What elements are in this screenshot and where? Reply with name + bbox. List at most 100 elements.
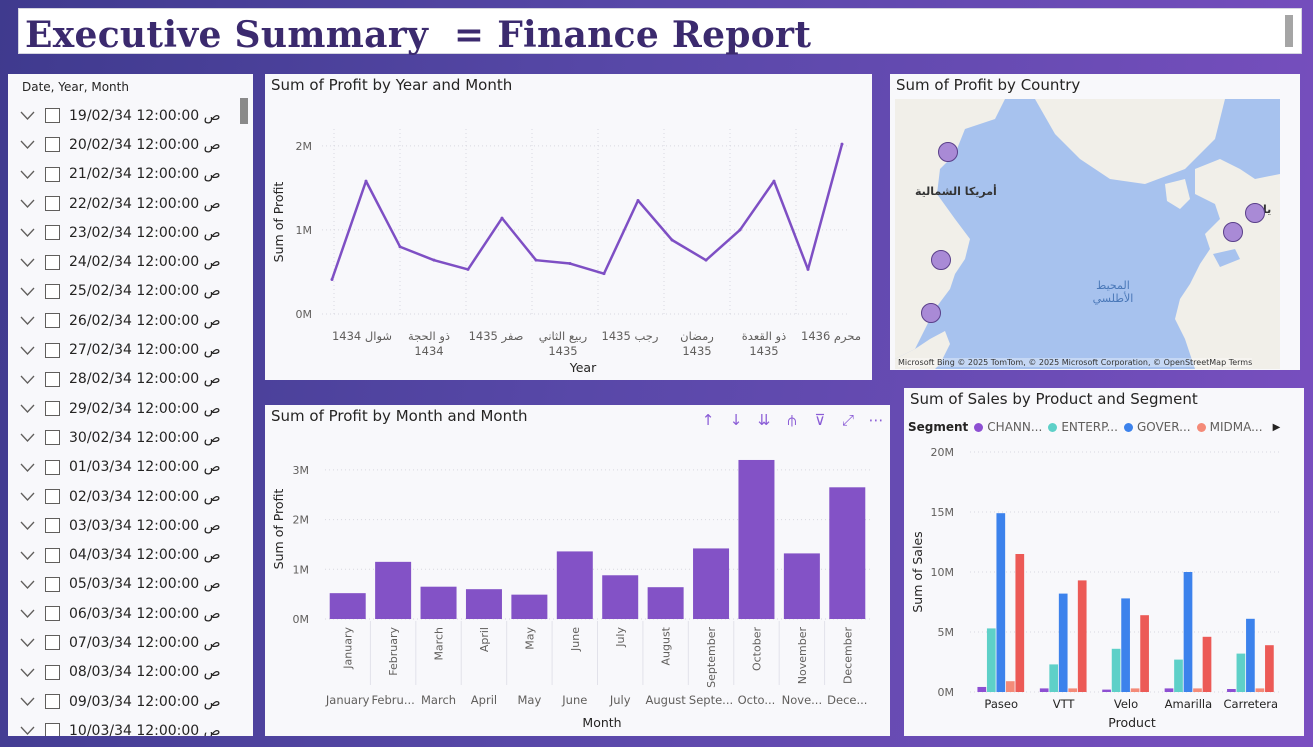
- slicer-checkbox[interactable]: [45, 606, 60, 622]
- sales-bar[interactable]: [1005, 681, 1015, 692]
- map-bubble-france[interactable]: [1223, 222, 1243, 242]
- slicer-item[interactable]: 08/03/34 12:00:00 ص: [20, 658, 240, 687]
- slicer-item[interactable]: 20/02/34 12:00:00 ص: [20, 130, 240, 159]
- sales-bar[interactable]: [1164, 688, 1174, 692]
- profit-bar[interactable]: [829, 487, 866, 619]
- slicer-item[interactable]: 07/03/34 12:00:00 ص: [20, 628, 240, 657]
- legend-item-midmarket[interactable]: MIDMA...: [1196, 420, 1263, 434]
- chevron-down-icon[interactable]: [20, 548, 35, 563]
- slicer-checkbox[interactable]: [45, 225, 60, 241]
- slicer-item[interactable]: 24/02/34 12:00:00 ص: [20, 247, 240, 276]
- slicer-item[interactable]: 06/03/34 12:00:00 ص: [20, 599, 240, 628]
- chevron-down-icon[interactable]: [20, 518, 35, 533]
- sales-bar[interactable]: [1174, 659, 1183, 692]
- chevron-down-icon[interactable]: [20, 108, 35, 123]
- slicer-item[interactable]: 30/02/34 12:00:00 ص: [20, 423, 240, 452]
- slicer-checkbox[interactable]: [45, 401, 60, 417]
- sales-bar[interactable]: [1265, 645, 1274, 692]
- slicer-checkbox[interactable]: [45, 254, 60, 270]
- slicer-item[interactable]: 29/02/34 12:00:00 ص: [20, 394, 240, 423]
- chevron-down-icon[interactable]: [20, 372, 35, 387]
- slicer-item[interactable]: 09/03/34 12:00:00 ص: [20, 687, 240, 716]
- slicer-checkbox[interactable]: [45, 371, 60, 387]
- line-point[interactable]: [432, 258, 436, 262]
- profit-line[interactable]: [330, 143, 844, 280]
- slicer-item[interactable]: 25/02/34 12:00:00 ص: [20, 277, 240, 306]
- line-point[interactable]: [330, 278, 334, 282]
- chevron-down-icon[interactable]: [20, 665, 35, 680]
- slicer-item[interactable]: 27/02/34 12:00:00 ص: [20, 335, 240, 364]
- slicer-checkbox[interactable]: [45, 342, 60, 358]
- slicer-checkbox[interactable]: [45, 723, 60, 736]
- profit-bar[interactable]: [375, 561, 412, 619]
- play-right-icon[interactable]: ▶: [1272, 421, 1281, 433]
- slicer-checkbox[interactable]: [45, 283, 60, 299]
- legend-item-channel[interactable]: CHANN...: [974, 420, 1042, 434]
- sales-bar[interactable]: [1246, 618, 1255, 692]
- slicer-item[interactable]: 26/02/34 12:00:00 ص: [20, 306, 240, 335]
- chevron-down-icon[interactable]: [20, 606, 35, 621]
- line-point[interactable]: [398, 245, 402, 249]
- title-scrollbar[interactable]: [1285, 15, 1293, 47]
- map-bubble-usa[interactable]: [931, 250, 951, 270]
- chevron-down-icon[interactable]: [20, 694, 35, 709]
- slicer-checkbox[interactable]: [45, 459, 60, 475]
- chevron-down-icon[interactable]: [20, 489, 35, 504]
- line-point[interactable]: [772, 179, 776, 183]
- line-point[interactable]: [500, 216, 504, 220]
- slicer-item[interactable]: 03/03/34 12:00:00 ص: [20, 511, 240, 540]
- slicer-item[interactable]: 23/02/34 12:00:00 ص: [20, 218, 240, 247]
- sales-bar[interactable]: [1058, 593, 1068, 692]
- chevron-down-icon[interactable]: [20, 723, 35, 736]
- hierarchy-icon[interactable]: ⫛: [787, 411, 797, 429]
- slicer-checkbox[interactable]: [45, 166, 60, 182]
- line-point[interactable]: [670, 238, 674, 242]
- arrow-up-icon[interactable]: ↑: [701, 411, 715, 429]
- sales-bar[interactable]: [1077, 580, 1087, 692]
- line-point[interactable]: [806, 267, 810, 271]
- sales-bar[interactable]: [1049, 664, 1059, 692]
- line-point[interactable]: [568, 262, 572, 266]
- slicer-item[interactable]: 01/03/34 12:00:00 ص: [20, 453, 240, 482]
- chevron-down-icon[interactable]: [20, 577, 35, 592]
- double-arrow-down-icon[interactable]: ⇊: [757, 411, 771, 429]
- profit-bar[interactable]: [647, 587, 684, 619]
- line-point[interactable]: [840, 142, 844, 146]
- profit-bar[interactable]: [556, 551, 593, 619]
- line-point[interactable]: [534, 258, 538, 262]
- sales-bar[interactable]: [1255, 688, 1265, 692]
- slicer-item[interactable]: 02/03/34 12:00:00 ص: [20, 482, 240, 511]
- chevron-down-icon[interactable]: [20, 430, 35, 445]
- slicer-checkbox[interactable]: [45, 576, 60, 592]
- profit-bar[interactable]: [420, 586, 457, 619]
- slicer-item[interactable]: 19/02/34 12:00:00 ص: [20, 101, 240, 130]
- profit-bar[interactable]: [693, 548, 730, 619]
- slicer-checkbox[interactable]: [45, 108, 60, 124]
- sales-bar[interactable]: [1140, 615, 1149, 692]
- slicer-item[interactable]: 10/03/34 12:00:00 ص: [20, 716, 240, 736]
- profit-bar[interactable]: [465, 589, 502, 619]
- slicer-checkbox[interactable]: [45, 518, 60, 534]
- sales-bar[interactable]: [1102, 689, 1111, 692]
- sales-bar[interactable]: [996, 513, 1006, 692]
- slicer-checkbox[interactable]: [45, 137, 60, 153]
- map-bubble-mexico[interactable]: [921, 303, 941, 323]
- slicer-item[interactable]: 22/02/34 12:00:00 ص: [20, 189, 240, 218]
- slicer-item[interactable]: 28/02/34 12:00:00 ص: [20, 365, 240, 394]
- sales-bar[interactable]: [1068, 688, 1078, 692]
- focus-mode-icon[interactable]: ⤢: [841, 411, 854, 429]
- sales-bar[interactable]: [1039, 688, 1049, 692]
- chevron-down-icon[interactable]: [20, 284, 35, 299]
- sales-bar[interactable]: [1193, 688, 1202, 692]
- slicer-item[interactable]: 05/03/34 12:00:00 ص: [20, 570, 240, 599]
- chevron-down-icon[interactable]: [20, 313, 35, 328]
- slicer-checkbox[interactable]: [45, 313, 60, 329]
- legend-item-government[interactable]: GOVER...: [1123, 420, 1191, 434]
- chevron-down-icon[interactable]: [20, 255, 35, 270]
- slicer-checkbox[interactable]: [45, 694, 60, 710]
- slicer-checkbox[interactable]: [45, 547, 60, 563]
- slicer-checkbox[interactable]: [45, 489, 60, 504]
- line-point[interactable]: [466, 267, 470, 271]
- sales-bar[interactable]: [1227, 689, 1236, 692]
- sales-bar[interactable]: [1111, 648, 1121, 692]
